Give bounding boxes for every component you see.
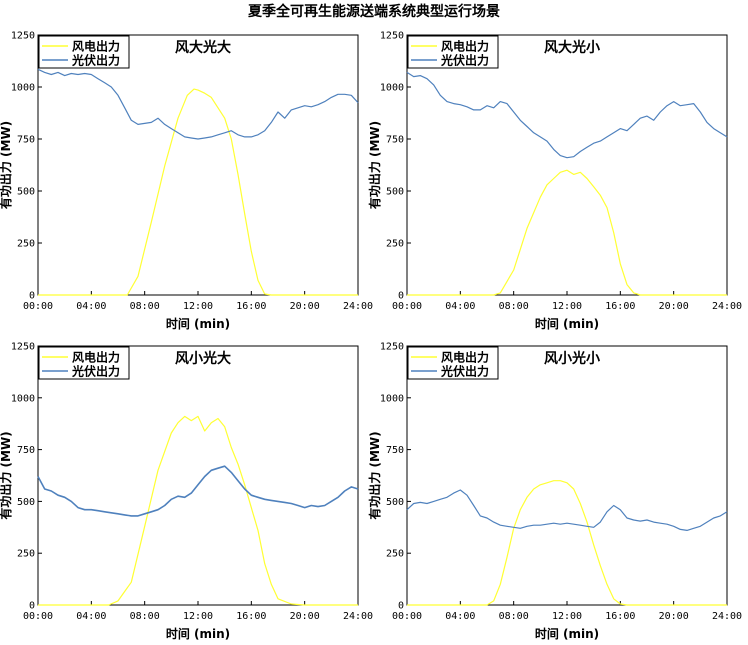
x-tick-label: 08:00 [130, 301, 160, 312]
chart-panel-1: 00:00 04:00 08:00 12:00 16:00 20:00 24:00 0 250 5… [0, 31, 373, 332]
panel-title: 风大光大 [175, 39, 231, 56]
legend-label: 光伏出力 [71, 364, 120, 379]
x-tick-label: 08:00 [130, 611, 160, 622]
x-tick-label: 16:00 [236, 301, 266, 312]
y-tick-label: 1250 [380, 31, 404, 42]
legend-label: 风电出力 [72, 39, 120, 54]
y-axis-label: 有功出力 (MW) [367, 431, 382, 519]
x-tick-label: 04:00 [445, 301, 475, 312]
y-tick-label: 1000 [11, 83, 35, 94]
chart-panel-4: 00:00 04:00 08:00 12:00 16:00 20:00 24:00 0 250 5… [367, 342, 742, 642]
legend-label: 风电出力 [441, 350, 489, 365]
y-tick-label: 500 [17, 497, 35, 508]
x-axis-label: 时间 (min) [535, 316, 599, 331]
x-tick-label: 04:00 [76, 611, 106, 622]
legend-label: 光伏出力 [71, 53, 120, 68]
y-tick-label: 750 [386, 135, 404, 146]
series-line-pv [37, 465, 359, 517]
x-tick-label: 20:00 [290, 611, 320, 622]
series-line-wind [407, 480, 727, 606]
y-tick-label: 250 [17, 549, 35, 560]
x-tick-label: 16:00 [605, 611, 635, 622]
x-tick-label: 00:00 [392, 301, 422, 312]
series-line-wind [407, 169, 727, 296]
series-line-pv [37, 68, 359, 140]
x-tick-label: 20:00 [290, 301, 320, 312]
x-tick-label: 00:00 [23, 611, 53, 622]
y-tick-label: 1250 [11, 342, 35, 353]
series-line-wind [38, 415, 358, 606]
legend-label: 光伏出力 [440, 53, 489, 68]
x-tick-label: 12:00 [183, 301, 213, 312]
y-tick-label: 500 [17, 187, 35, 198]
y-tick-label: 500 [386, 497, 404, 508]
x-tick-label: 16:00 [236, 611, 266, 622]
legend-label: 光伏出力 [440, 364, 489, 379]
y-axis-label: 有功出力 (MW) [367, 121, 382, 209]
x-axis-label: 时间 (min) [166, 316, 230, 331]
x-tick-label: 00:00 [392, 611, 422, 622]
x-tick-label: 04:00 [76, 301, 106, 312]
plot-frame [37, 345, 359, 606]
panel-title: 风小光小 [544, 350, 600, 367]
series-line-wind [38, 88, 358, 296]
x-tick-label: 24:00 [343, 611, 373, 622]
y-tick-label: 1250 [380, 342, 404, 353]
x-tick-label: 24:00 [343, 301, 373, 312]
x-tick-label: 20:00 [659, 611, 689, 622]
x-axis-label: 时间 (min) [535, 626, 599, 641]
y-tick-label: 1000 [380, 393, 404, 404]
legend-box [38, 35, 130, 69]
panel-title: 风小光大 [175, 350, 231, 367]
x-tick-label: 24:00 [712, 611, 742, 622]
y-axis-label: 有功出力 (MW) [0, 431, 13, 519]
y-tick-label: 0 [398, 291, 404, 302]
series-line-pv [406, 71, 728, 159]
legend-box [407, 346, 499, 380]
y-axis-label: 有功出力 (MW) [0, 121, 13, 209]
y-tick-label: 0 [29, 291, 35, 302]
y-tick-label: 250 [386, 239, 404, 250]
x-tick-label: 20:00 [659, 301, 689, 312]
y-tick-label: 250 [386, 549, 404, 560]
chart-panel-2: 00:00 04:00 08:00 12:00 16:00 20:00 24:00 0 250 5… [367, 31, 742, 332]
x-tick-label: 08:00 [499, 301, 529, 312]
series-line-pv [406, 489, 728, 532]
x-tick-label: 16:00 [605, 301, 635, 312]
x-tick-label: 08:00 [499, 611, 529, 622]
x-axis-label: 时间 (min) [166, 626, 230, 641]
y-tick-label: 750 [386, 445, 404, 456]
legend-label: 风电出力 [72, 350, 120, 365]
x-tick-label: 00:00 [23, 301, 53, 312]
plot-frame [406, 345, 728, 606]
y-tick-label: 750 [17, 135, 35, 146]
chart-panel-3: 00:00 04:00 08:00 12:00 16:00 20:00 24:00 0 250 5… [0, 342, 373, 642]
y-tick-label: 1250 [11, 31, 35, 42]
legend-label: 风电出力 [441, 39, 489, 54]
x-tick-label: 12:00 [552, 611, 582, 622]
x-tick-label: 24:00 [712, 301, 742, 312]
panel-title: 风大光小 [544, 39, 600, 56]
plot-frame [406, 34, 728, 296]
x-tick-label: 12:00 [552, 301, 582, 312]
y-tick-label: 0 [29, 601, 35, 612]
y-tick-label: 250 [17, 239, 35, 250]
y-tick-label: 750 [17, 445, 35, 456]
legend-box [38, 346, 130, 380]
y-tick-label: 1000 [11, 393, 35, 404]
x-tick-label: 04:00 [445, 611, 475, 622]
x-tick-label: 12:00 [183, 611, 213, 622]
legend-box [407, 35, 499, 69]
y-tick-label: 0 [398, 601, 404, 612]
figure-title: 夏季全可再生能源送端系统典型运行场景 [248, 3, 500, 20]
y-tick-label: 1000 [380, 83, 404, 94]
y-tick-label: 500 [386, 187, 404, 198]
